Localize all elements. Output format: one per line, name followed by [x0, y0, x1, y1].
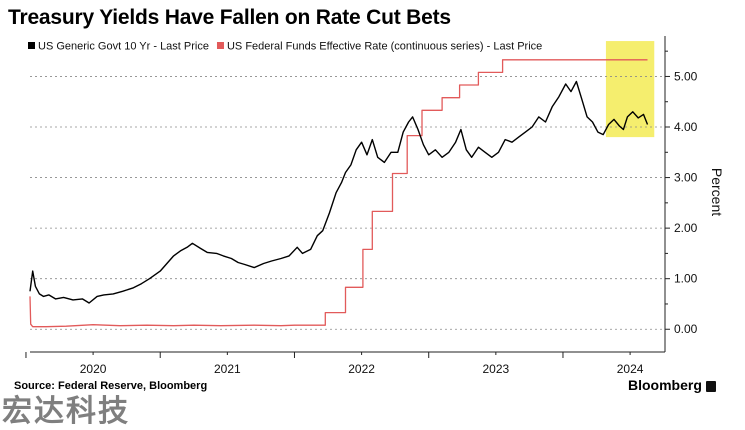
y-tick-label: 3.00	[674, 171, 698, 185]
brand-name: Bloomberg	[628, 377, 702, 393]
legend-swatch	[216, 42, 224, 49]
line-chart: 0.001.002.003.004.005.00 2020 2021 2022 202…	[24, 36, 725, 376]
y-tick-label: 5.00	[674, 69, 698, 83]
legend-swatch	[28, 42, 35, 49]
y-axis-label: Percent	[709, 168, 725, 216]
y-tick-label: 1.00	[674, 272, 698, 286]
x-axis: 2020 2021 2022 2023 2024	[25, 351, 665, 376]
legend: US Generic Govt 10 Yr - Last Price US Fed…	[24, 37, 544, 54]
legend-label: US Generic Govt 10 Yr - Last Price	[38, 41, 209, 53]
x-tick-label: 2021	[214, 362, 241, 376]
legend-background	[24, 37, 544, 54]
legend-label: US Federal Funds Effective Rate (continu…	[227, 41, 542, 53]
watermark-text: 宏达科技	[2, 394, 130, 429]
brand-logo: Bloomberg	[628, 377, 716, 393]
chart-title: Treasury Yields Have Fallen on Rate Cut …	[8, 6, 451, 29]
bloomberg-terminal-icon	[705, 380, 716, 392]
series-line-10yr	[29, 80, 649, 304]
y-tick-label: 4.00	[674, 120, 698, 134]
y-axis: 0.00 1.00 2.00 3.00 4.00 5.00	[664, 36, 698, 352]
x-tick-label: 2020	[80, 362, 107, 376]
x-tick-label: 2022	[348, 362, 375, 376]
x-tick-label: 2024	[617, 362, 644, 376]
series-layer	[29, 59, 649, 328]
source-note: Source: Federal Reserve, Bloomberg	[14, 380, 208, 392]
gridlines	[30, 76, 665, 330]
series-line-fed-funds	[29, 59, 648, 328]
y-tick-label: 0.00	[674, 322, 698, 336]
x-tick-label: 2023	[482, 362, 509, 376]
y-tick-label: 2.00	[674, 221, 698, 235]
